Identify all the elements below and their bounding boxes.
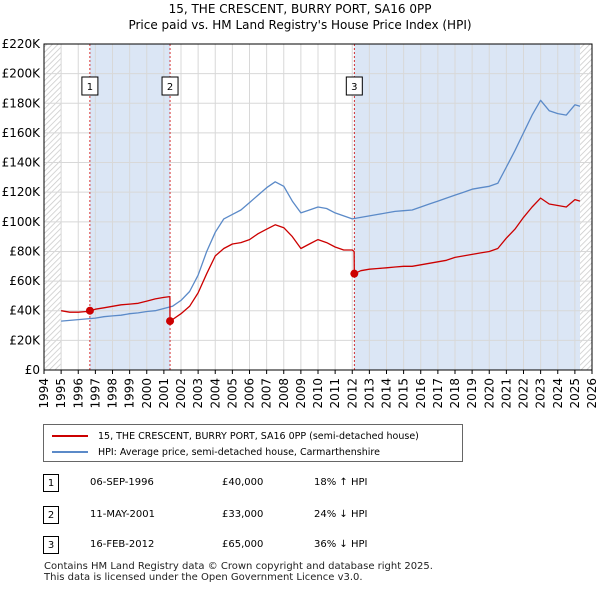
sale-1-label: 1 xyxy=(87,82,93,93)
x-tick-label: 2003 xyxy=(191,378,205,409)
x-tick-label: 2006 xyxy=(243,378,257,409)
table-row: 2 11-MAY-2001 £33,000 24% ↓ HPI xyxy=(0,506,600,526)
x-tick-label: 2020 xyxy=(482,378,496,409)
sale-3-label: 3 xyxy=(351,82,357,93)
x-tick-label: 2026 xyxy=(585,378,599,409)
x-tick-label: 1994 xyxy=(37,378,51,409)
footer-copyright: Contains HM Land Registry data © Crown c… xyxy=(44,561,433,572)
y-tick-label: £60K xyxy=(9,274,41,288)
sale-badge: 3 xyxy=(43,536,59,554)
x-tick-label: 2013 xyxy=(362,378,376,409)
x-tick-label: 2007 xyxy=(260,378,274,409)
y-tick-label: £180K xyxy=(2,96,42,110)
sale-price: £65,000 xyxy=(222,539,264,550)
chart-title: 15, THE CRESCENT, BURRY PORT, SA16 0PP xyxy=(168,2,432,16)
y-tick-label: £220K xyxy=(2,37,42,51)
sale-date: 11-MAY-2001 xyxy=(90,509,156,520)
x-tick-label: 1999 xyxy=(123,378,137,409)
x-tick-label: 2000 xyxy=(140,378,154,409)
x-tick-label: 1996 xyxy=(71,378,85,409)
legend-label-hpi: HPI: Average price, semi-detached house,… xyxy=(98,446,380,458)
sale-3-label-box xyxy=(345,76,363,96)
x-tick-label: 2002 xyxy=(174,378,188,409)
sale-3-point xyxy=(350,269,359,278)
x-tick-label: 2012 xyxy=(345,378,359,409)
x-tick-label: 2016 xyxy=(414,378,428,409)
x-tick-label: 2011 xyxy=(328,378,342,409)
sale-1-point xyxy=(85,306,94,315)
legend-label-property: 15, THE CRESCENT, BURRY PORT, SA16 0PP (… xyxy=(98,430,419,442)
property-series-line xyxy=(60,197,581,322)
sale-badge: 2 xyxy=(43,506,59,524)
chart-subtitle: Price paid vs. HM Land Registry's House … xyxy=(128,18,472,32)
x-tick-label: 2022 xyxy=(517,378,531,409)
x-tick-label: 2008 xyxy=(277,378,291,409)
legend-swatch-hpi xyxy=(52,451,88,453)
y-tick-label: £0 xyxy=(25,363,40,377)
x-tick-label: 2018 xyxy=(448,378,462,409)
x-tick-label: 2023 xyxy=(534,378,548,409)
y-tick-label: £120K xyxy=(2,185,42,199)
price-chart: £0 £20K £40K £60K £80K £100K £120K £140K £160K £1… xyxy=(2,37,599,409)
y-tick-label: £160K xyxy=(2,126,42,140)
x-tick-label: 2019 xyxy=(465,378,479,409)
sale-2-label-box xyxy=(161,76,179,96)
y-tick-label: £200K xyxy=(2,67,42,81)
x-tick-label: 1995 xyxy=(54,378,68,409)
x-tick-label: 2009 xyxy=(294,378,308,409)
table-row: 1 06-SEP-1996 £40,000 18% ↑ HPI xyxy=(0,474,600,494)
legend-swatch-property xyxy=(52,435,88,437)
x-tick-label: 2017 xyxy=(431,378,445,409)
legend-item-property: 15, THE CRESCENT, BURRY PORT, SA16 0PP (… xyxy=(52,428,419,444)
sale-date: 06-SEP-1996 xyxy=(90,477,154,488)
x-tick-label: 2025 xyxy=(568,378,582,409)
sale-badge: 1 xyxy=(43,474,59,492)
sale-1-label-box xyxy=(81,76,99,96)
x-tick-label: 2004 xyxy=(208,378,222,409)
x-tick-label: 2010 xyxy=(311,378,325,409)
legend-item-hpi: HPI: Average price, semi-detached house,… xyxy=(52,444,380,460)
legend: 15, THE CRESCENT, BURRY PORT, SA16 0PP (… xyxy=(43,424,463,462)
sale-date: 16-FEB-2012 xyxy=(90,539,155,550)
sale-2-point xyxy=(166,317,175,326)
sale-2-label: 2 xyxy=(167,82,173,93)
sale-hpi-change: 18% ↑ HPI xyxy=(314,477,368,488)
sale-hpi-change: 36% ↓ HPI xyxy=(314,539,368,550)
x-tick-label: 2005 xyxy=(225,378,239,409)
sale-price: £33,000 xyxy=(222,509,264,520)
footer-licence: This data is licensed under the Open Gov… xyxy=(44,572,363,583)
x-tick-label: 2014 xyxy=(380,378,394,409)
y-tick-label: £100K xyxy=(2,215,42,229)
sale-hpi-change: 24% ↓ HPI xyxy=(314,509,368,520)
y-tick-label: £140K xyxy=(2,156,42,170)
y-tick-label: £20K xyxy=(9,333,41,347)
y-tick-label: £80K xyxy=(9,244,41,258)
hatch-right xyxy=(580,44,592,370)
x-tick-label: 2021 xyxy=(499,378,513,409)
table-row: 3 16-FEB-2012 £65,000 36% ↓ HPI xyxy=(0,536,600,556)
shaded-period-2 xyxy=(354,44,581,370)
hatch-left xyxy=(44,44,62,370)
x-tick-label: 2015 xyxy=(397,378,411,409)
plot-frame xyxy=(43,43,593,371)
hpi-series-line xyxy=(61,99,581,322)
sale-price: £40,000 xyxy=(222,477,264,488)
x-tick-label: 1997 xyxy=(88,378,102,409)
x-tick-label: 1998 xyxy=(106,378,120,409)
y-tick-label: £40K xyxy=(9,304,41,318)
x-tick-label: 2001 xyxy=(157,378,171,409)
x-tick-label: 2024 xyxy=(551,378,565,409)
